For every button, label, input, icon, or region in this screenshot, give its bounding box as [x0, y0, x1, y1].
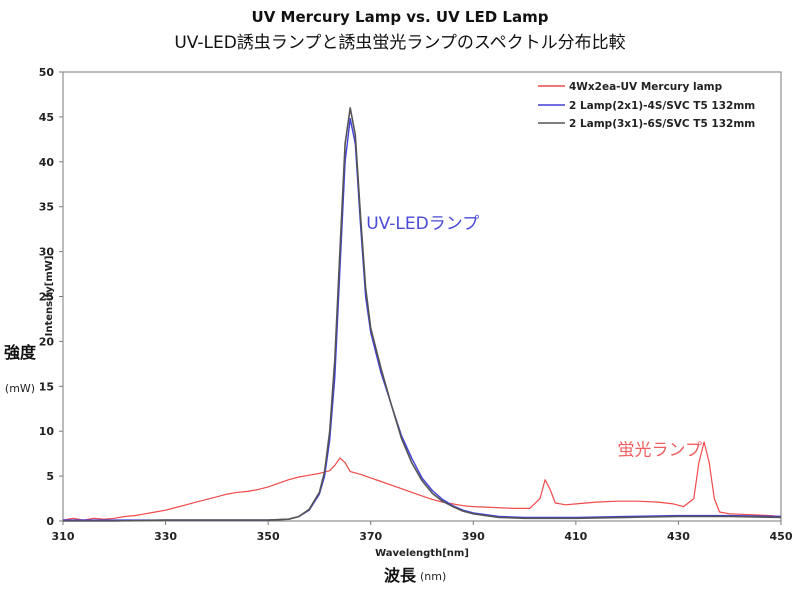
annotation-uv-led-lamp: UV-LEDランプ: [366, 214, 479, 234]
y-tick-label: 20: [39, 335, 55, 348]
x-tick-label: 370: [359, 530, 382, 543]
y-axis-unit: (mW): [5, 382, 35, 395]
series-line-0: [62, 441, 782, 521]
series-layer: [62, 107, 782, 522]
x-axis-label: Wavelength[nm]: [375, 548, 469, 559]
x-tick-label: 430: [667, 530, 690, 543]
x-tick-label: 410: [564, 530, 587, 543]
legend-label-led-3x1: 2 Lamp(3x1)-6S/SVC T5 132mm: [569, 118, 755, 130]
chart-subtitle: UV-LED誘虫ランプと誘虫蛍光ランプのスペクトル分布比較: [174, 33, 625, 53]
annotation-fluorescent-lamp: 蛍光ランプ: [618, 440, 703, 460]
y-tick-label: 50: [39, 66, 55, 79]
y-tick-label: 25: [39, 291, 54, 304]
y-tick-label: 15: [39, 380, 54, 393]
legend-label-led-2x1: 2 Lamp(2x1)-4S/SVC T5 132mm: [569, 100, 755, 112]
x-axis-label-ja: 波長: [384, 566, 417, 585]
y-axis-label-ja: 強度: [4, 343, 37, 362]
legend: 4Wx2ea-UV Mercury lamp 2 Lamp(2x1)-4S/SV…: [538, 81, 755, 130]
y-tick-label: 0: [46, 515, 54, 528]
x-tick-label: 350: [257, 530, 280, 543]
x-tick-label: 310: [52, 530, 75, 543]
x-tick-label: 330: [154, 530, 177, 543]
y-axis-ticks: 0 5 10 15 20 25 30 35 40 45 50: [39, 66, 63, 528]
y-tick-label: 5: [46, 470, 54, 483]
y-axis-label: Intensity[mW]: [44, 256, 55, 337]
y-tick-label: 10: [39, 425, 55, 438]
x-tick-label: 450: [770, 530, 793, 543]
y-tick-label: 45: [39, 111, 54, 124]
chart-title: UV Mercury Lamp vs. UV LED Lamp: [252, 8, 549, 26]
x-tick-label: 390: [462, 530, 485, 543]
x-axis-ticks: 310 330 350 370 390 410 430 450: [52, 521, 793, 543]
x-axis-unit: (nm): [420, 570, 446, 583]
y-tick-label: 40: [39, 156, 55, 169]
y-tick-label: 35: [39, 201, 54, 214]
y-tick-label: 30: [39, 246, 55, 259]
legend-label-mercury: 4Wx2ea-UV Mercury lamp: [569, 81, 723, 93]
series-line-2: [63, 107, 782, 522]
